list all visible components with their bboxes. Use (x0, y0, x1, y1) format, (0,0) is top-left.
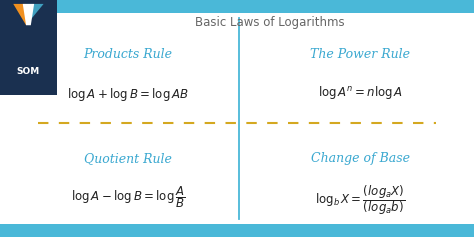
FancyBboxPatch shape (0, 12, 474, 13)
FancyBboxPatch shape (0, 12, 474, 13)
FancyBboxPatch shape (0, 12, 474, 13)
Text: Change of Base: Change of Base (311, 152, 410, 165)
FancyBboxPatch shape (0, 12, 474, 13)
Polygon shape (13, 4, 26, 25)
Text: The Power Rule: The Power Rule (310, 48, 410, 61)
FancyBboxPatch shape (0, 12, 474, 13)
FancyBboxPatch shape (0, 12, 474, 13)
FancyBboxPatch shape (0, 12, 474, 13)
Text: SOM: SOM (17, 67, 40, 76)
FancyBboxPatch shape (0, 12, 474, 13)
FancyBboxPatch shape (0, 12, 474, 13)
Text: $\log A - \log B = \log \dfrac{A}{B}$: $\log A - \log B = \log \dfrac{A}{B}$ (71, 184, 185, 210)
FancyBboxPatch shape (0, 12, 474, 13)
FancyBboxPatch shape (0, 0, 57, 95)
FancyBboxPatch shape (0, 12, 474, 13)
FancyBboxPatch shape (0, 224, 474, 237)
Text: $\log_b X = \dfrac{(log_a X)}{(log_a b)}$: $\log_b X = \dfrac{(log_a X)}{(log_a b)}… (315, 183, 405, 217)
Text: $\log A^n = n \log A$: $\log A^n = n \log A$ (318, 84, 403, 101)
Polygon shape (23, 4, 34, 25)
FancyBboxPatch shape (0, 12, 474, 13)
FancyBboxPatch shape (0, 12, 474, 13)
FancyBboxPatch shape (0, 12, 474, 13)
FancyBboxPatch shape (0, 0, 474, 13)
FancyBboxPatch shape (0, 12, 474, 13)
Text: $\log A + \log B = \log AB$: $\log A + \log B = \log AB$ (67, 86, 189, 103)
Polygon shape (26, 4, 44, 25)
Text: Basic Laws of Logarithms: Basic Laws of Logarithms (195, 16, 345, 29)
Text: Products Rule: Products Rule (83, 48, 173, 61)
FancyBboxPatch shape (0, 12, 474, 13)
FancyBboxPatch shape (0, 12, 474, 13)
Text: Quotient Rule: Quotient Rule (84, 152, 172, 165)
FancyBboxPatch shape (0, 12, 474, 13)
FancyBboxPatch shape (0, 12, 474, 13)
